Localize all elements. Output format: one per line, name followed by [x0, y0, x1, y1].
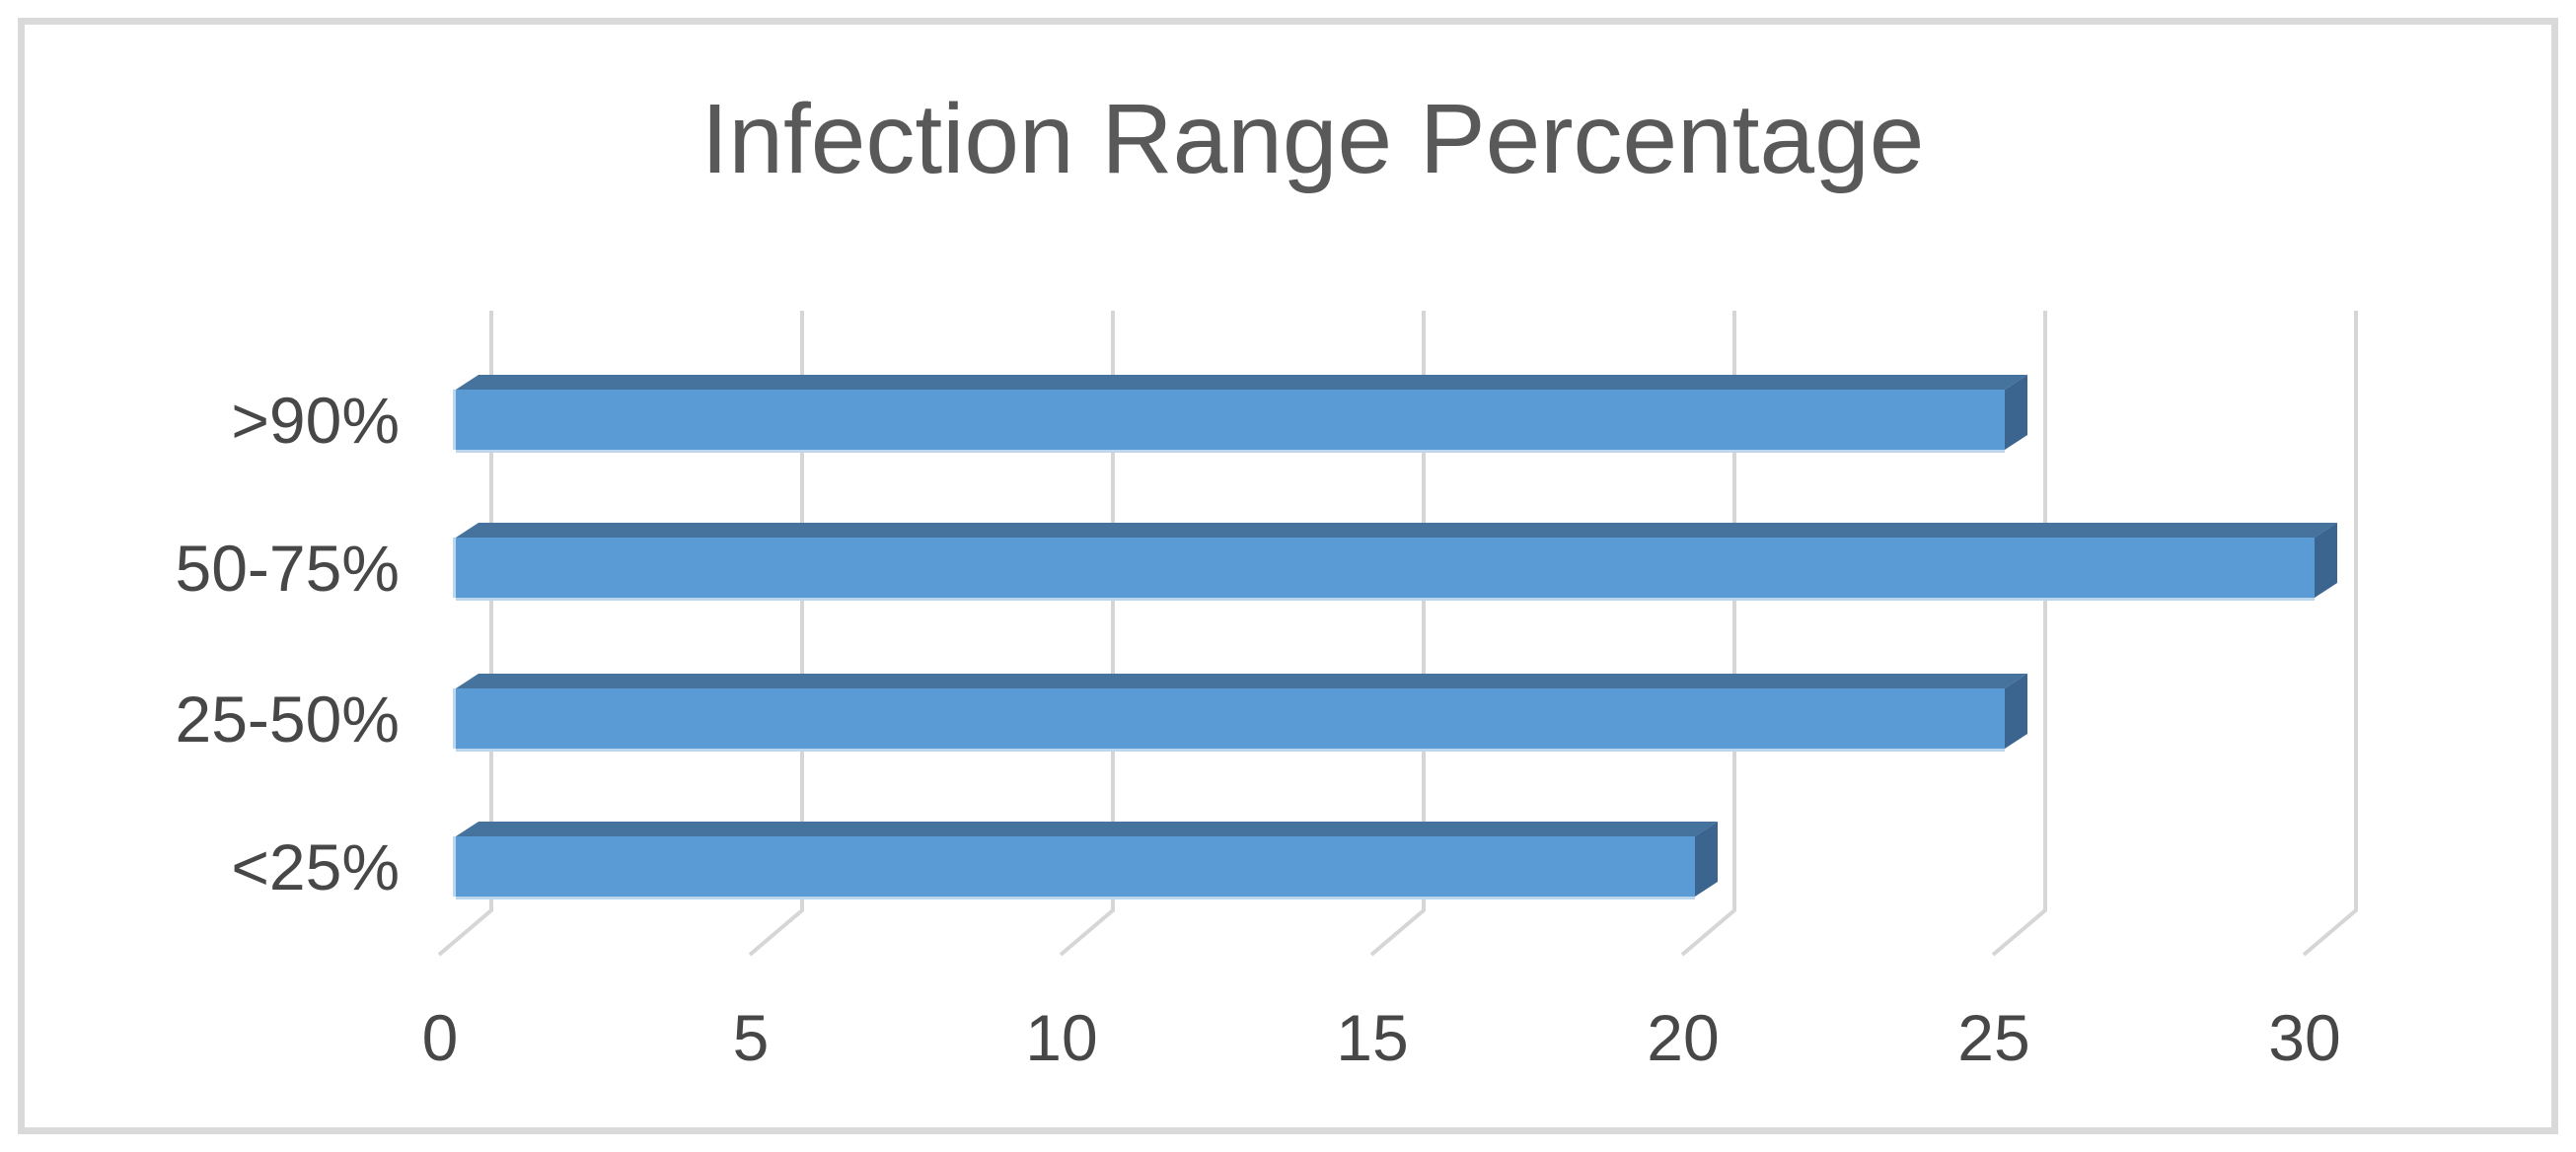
tick-label-0: 0	[421, 1001, 459, 1074]
bar->90%	[453, 375, 2027, 453]
bar-front-face	[456, 836, 1695, 897]
bar-top-face	[456, 822, 1718, 836]
bar-side-face	[2005, 375, 2027, 450]
gridline	[1991, 311, 2047, 957]
gridline	[1369, 311, 1426, 957]
bar-front-face	[456, 688, 2005, 749]
tick-label-10: 10	[1025, 1001, 1098, 1074]
tick-label-5: 5	[732, 1001, 770, 1074]
bar-side-face	[2005, 674, 2027, 749]
bar-side-face	[1695, 822, 1718, 897]
bar-side-face	[2315, 523, 2337, 598]
bar-25-50%	[453, 674, 2027, 752]
gridline	[2302, 311, 2358, 957]
chart-frame-border	[18, 18, 2558, 1134]
bar-top-face	[456, 674, 2027, 688]
chart-title: Infection Range Percentage	[700, 84, 1925, 194]
category-label-50-75%: 50-75%	[175, 531, 401, 605]
tick-label-30: 30	[2268, 1001, 2341, 1074]
bar-top-face	[456, 523, 2337, 538]
bar-<25%	[453, 822, 1718, 900]
gridline	[1680, 311, 1736, 957]
gridline	[748, 311, 804, 957]
bar-front-face	[456, 538, 2315, 598]
bar-top-face	[456, 375, 2027, 390]
bar-50-75%	[453, 523, 2337, 601]
tick-label-20: 20	[1647, 1001, 1720, 1074]
tick-label-15: 15	[1336, 1001, 1409, 1074]
bar-front-face	[456, 390, 2005, 450]
category-label-25-50%: 25-50%	[175, 682, 401, 756]
category-label->90%: >90%	[231, 383, 400, 457]
tick-label-25: 25	[1957, 1001, 2030, 1074]
gridline	[437, 311, 493, 957]
category-label-<25%: <25%	[231, 829, 400, 903]
gridline	[1059, 311, 1115, 957]
